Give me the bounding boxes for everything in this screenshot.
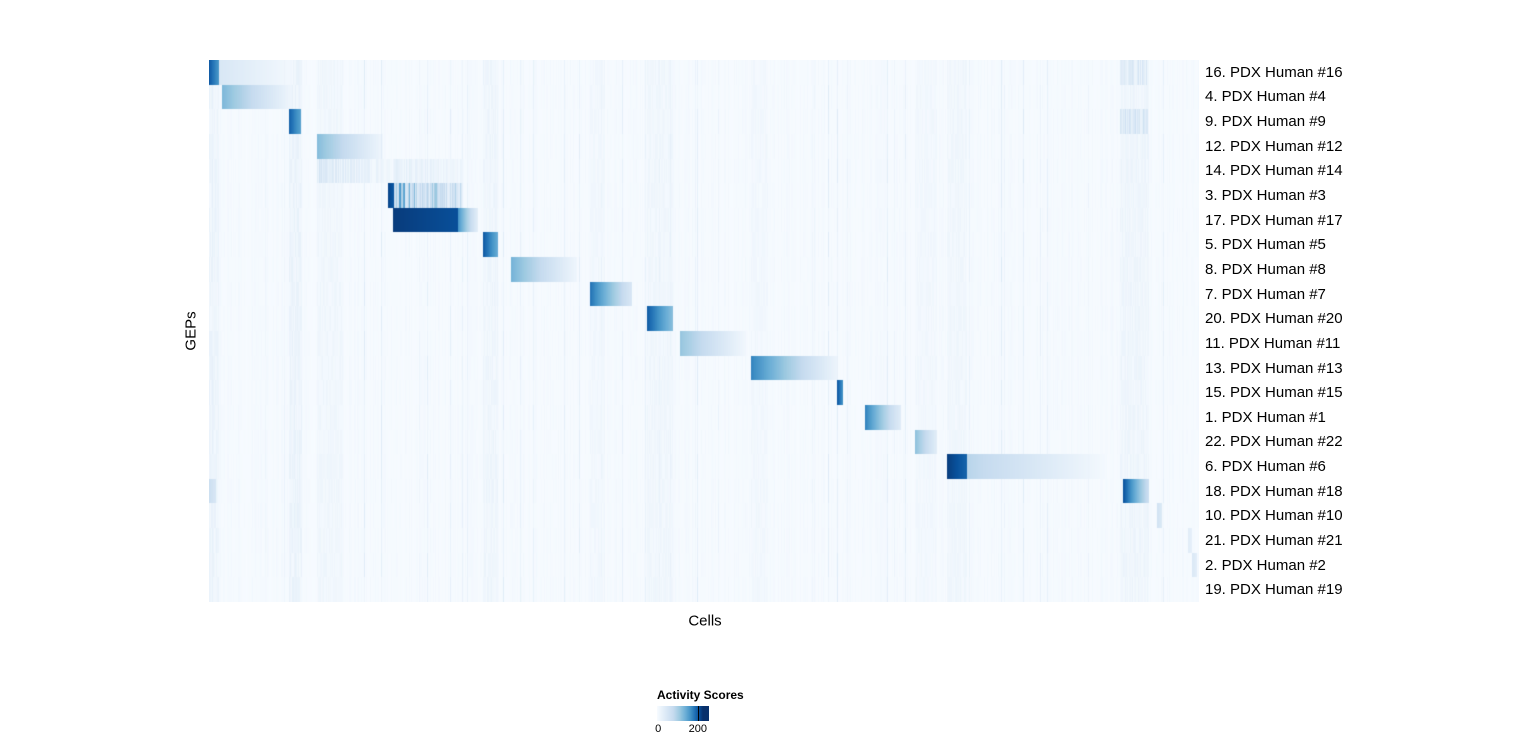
row-label: 6. PDX Human #6: [1205, 458, 1326, 476]
legend-tick-200: [697, 706, 700, 721]
row-label: 17. PDX Human #17: [1205, 211, 1343, 229]
row-label: 20. PDX Human #20: [1205, 310, 1343, 328]
row-labels: 16. PDX Human #16 4. PDX Human #4 9. PDX…: [1205, 60, 1435, 602]
row-label: 12. PDX Human #12: [1205, 137, 1343, 155]
row-label: 11. PDX Human #11: [1205, 334, 1341, 352]
row-label: 7. PDX Human #7: [1205, 285, 1326, 303]
row-label: 14. PDX Human #14: [1205, 162, 1343, 180]
row-label: 19. PDX Human #19: [1205, 581, 1343, 599]
row-label: 3. PDX Human #3: [1205, 187, 1326, 205]
legend-title: Activity Scores: [657, 688, 744, 702]
row-label: 10. PDX Human #10: [1205, 507, 1343, 525]
row-label: 5. PDX Human #5: [1205, 236, 1326, 254]
row-label: 21. PDX Human #21: [1205, 531, 1343, 549]
row-label: 16. PDX Human #16: [1205, 63, 1343, 81]
row-label: 1. PDX Human #1: [1205, 408, 1326, 426]
row-label: 13. PDX Human #13: [1205, 359, 1343, 377]
row-label: 15. PDX Human #15: [1205, 384, 1343, 402]
legend-tick-labels: 0 200: [655, 723, 709, 737]
row-label: 8. PDX Human #8: [1205, 260, 1326, 278]
legend-min-label: 0: [655, 723, 662, 735]
heatmap-canvas: [209, 60, 1199, 602]
x-axis-label: Cells: [688, 612, 722, 630]
legend-max-label: 200: [688, 723, 707, 735]
row-label: 22. PDX Human #22: [1205, 433, 1343, 451]
legend: Activity Scores 0 200: [655, 688, 777, 737]
row-label: 18. PDX Human #18: [1205, 482, 1343, 500]
row-label: 4. PDX Human #4: [1205, 88, 1326, 106]
legend-gradient-bar: [657, 706, 709, 721]
y-axis-label: GEPs: [182, 311, 200, 351]
row-label: 9. PDX Human #9: [1205, 113, 1326, 131]
row-label: 2. PDX Human #2: [1205, 556, 1326, 574]
